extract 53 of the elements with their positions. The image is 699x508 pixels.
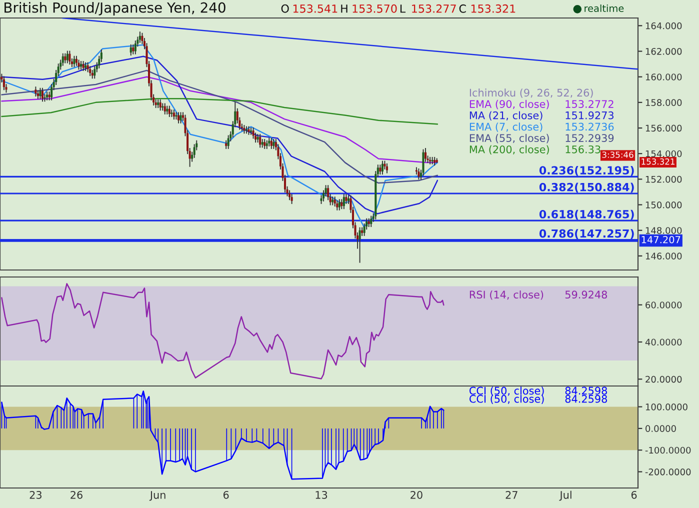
y-tick-label: 20.0000 <box>646 376 682 383</box>
y-tick-label: 146.000 <box>646 252 682 260</box>
y-tick-label: 160.000 <box>646 74 682 80</box>
x-tick-label: 13 <box>316 490 328 499</box>
text: MA (21, close) <box>470 111 542 121</box>
annotation: 3:35:46 <box>602 152 634 158</box>
annotation: 59.9248 <box>565 290 607 299</box>
ref-line-label: 0.382(150.884) <box>539 182 634 193</box>
y-tick-label: 158.000 <box>646 99 682 106</box>
y-tick-label: 40.0000 <box>645 338 682 346</box>
x-tick-label: 26 <box>70 490 82 499</box>
y-tick-label: -200.0000 <box>645 468 691 476</box>
text: 147.207 <box>642 236 680 244</box>
annotation: Ichimoku (9, 26, 52, 26) <box>470 88 593 98</box>
y-tick-label: 150.000 <box>646 201 682 208</box>
y-tick-label: 164.000 <box>646 22 682 30</box>
ref-line-label: 0.786(147.257) <box>539 229 634 240</box>
annotation: 151.9273 <box>566 111 614 120</box>
x-tick-label: 6 <box>631 490 637 499</box>
text: RSI (14, close) <box>470 290 544 300</box>
y-tick-label: 162.000 <box>646 48 682 55</box>
x-tick-label: 20 <box>410 490 422 499</box>
text: realtime <box>584 4 624 12</box>
text: EMA (7, close) <box>470 122 542 132</box>
y-tick-label: 100.0000 <box>646 404 688 410</box>
x-tick-label: 23 <box>30 490 42 499</box>
y-tick-label: 156.000 <box>646 124 682 132</box>
text: 153.321 <box>642 158 674 165</box>
annotation: 153.2736 <box>566 122 614 131</box>
annotation: 156.33 <box>566 145 600 154</box>
annotation: 152.2939 <box>566 134 614 142</box>
text: O 153.541 H 153.570 L 153.277 C 153.321 <box>281 4 516 13</box>
y-tick-label: 152.000 <box>646 176 682 183</box>
y-tick-label: -100.0000 <box>645 446 691 454</box>
annotation: 153.2772 <box>566 100 614 108</box>
ref-line-label: 0.236(152.195) <box>539 166 634 176</box>
text: CCI (50, close) <box>470 394 544 404</box>
annotation: 84.2598 <box>565 394 607 403</box>
y-tick-label: 154.000 <box>646 150 682 158</box>
text: EMA (90, close) <box>470 100 549 110</box>
text: CCI (50, close) <box>470 386 544 396</box>
x-tick-label: 27 <box>506 490 518 499</box>
text: MA (200, close) <box>470 145 549 155</box>
x-tick-label: Jul <box>559 490 572 501</box>
y-tick-label: 0.0000 <box>646 425 676 432</box>
x-tick-label: Jun <box>149 491 166 501</box>
y-tick-label: 60.0000 <box>646 302 682 308</box>
chart-title: British Pound/Japanese Yen, 240 <box>4 2 226 16</box>
y-tick-label: 148.000 <box>646 227 682 234</box>
x-tick-label: 6 <box>223 490 229 499</box>
ref-line-label: 0.618(148.765) <box>539 210 634 220</box>
annotation: 84.2598 <box>565 386 607 395</box>
text: EMA (55, close) <box>470 134 549 144</box>
